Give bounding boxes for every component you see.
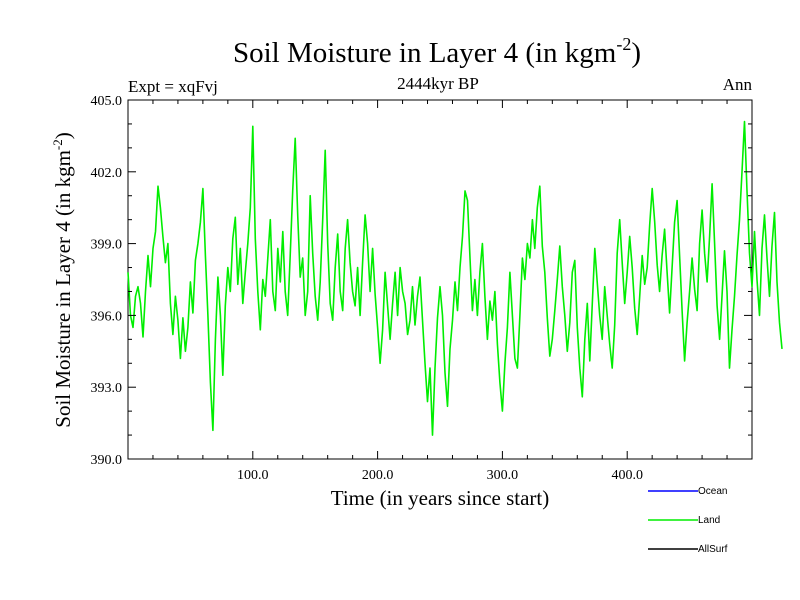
y-tick-label: 390.0 xyxy=(91,453,123,468)
x-tick-label: 100.0 xyxy=(237,468,269,483)
chart-subtitle: 2444kyr BP xyxy=(397,74,479,93)
legend-label-land: Land xyxy=(698,515,720,526)
x-tick-label: 300.0 xyxy=(487,468,519,483)
legend-label-ocean: Ocean xyxy=(698,486,727,497)
x-tick-label: 400.0 xyxy=(611,468,643,483)
y-tick-label: 393.0 xyxy=(91,381,123,396)
experiment-label: Expt = xqFvj xyxy=(128,77,218,96)
legend-label-allsurf: AllSurf xyxy=(698,544,728,555)
y-tick-label: 396.0 xyxy=(91,309,123,324)
season-label: Ann xyxy=(723,75,753,94)
x-axis-label: Time (in years since start) xyxy=(331,486,550,510)
series-line-land xyxy=(127,120,783,436)
chart-title: Soil Moisture in Layer 4 (in kgm-2) xyxy=(233,34,641,69)
y-tick-label: 405.0 xyxy=(91,94,123,109)
y-tick-label: 402.0 xyxy=(91,166,123,181)
y-tick-label: 399.0 xyxy=(91,238,123,253)
x-tick-label: 200.0 xyxy=(362,468,394,483)
y-axis-label: Soil Moisture in Layer 4 (in kgm-2) xyxy=(50,132,75,427)
